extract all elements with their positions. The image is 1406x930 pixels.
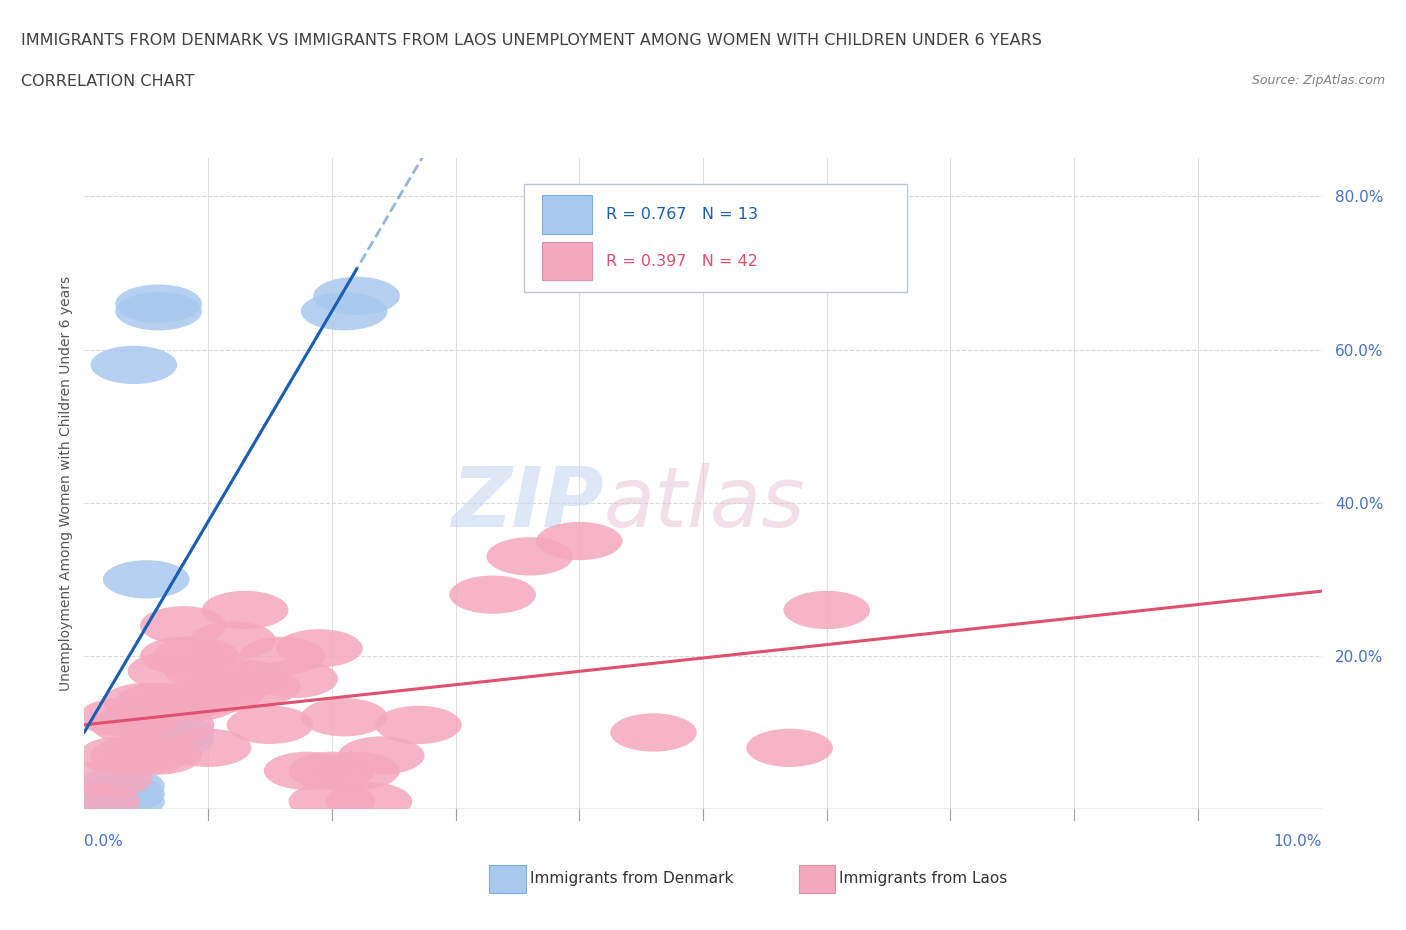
Ellipse shape <box>103 560 190 599</box>
FancyBboxPatch shape <box>523 184 907 292</box>
Ellipse shape <box>90 737 177 775</box>
Text: R = 0.767   N = 13: R = 0.767 N = 13 <box>606 207 758 222</box>
Ellipse shape <box>252 659 337 698</box>
Ellipse shape <box>165 729 252 767</box>
Ellipse shape <box>141 606 226 644</box>
Text: 0.0%: 0.0% <box>84 834 124 849</box>
Ellipse shape <box>79 775 165 813</box>
Ellipse shape <box>747 729 832 767</box>
FancyBboxPatch shape <box>543 242 592 280</box>
Ellipse shape <box>79 767 165 805</box>
Ellipse shape <box>128 652 214 690</box>
Ellipse shape <box>128 713 214 751</box>
Ellipse shape <box>90 346 177 384</box>
Ellipse shape <box>115 285 202 323</box>
Ellipse shape <box>103 698 190 737</box>
Ellipse shape <box>177 675 264 713</box>
Ellipse shape <box>103 737 190 775</box>
Ellipse shape <box>115 683 202 721</box>
Ellipse shape <box>239 637 326 675</box>
Ellipse shape <box>337 737 425 775</box>
Ellipse shape <box>783 591 870 629</box>
Ellipse shape <box>276 629 363 668</box>
Text: R = 0.397   N = 42: R = 0.397 N = 42 <box>606 254 758 269</box>
Ellipse shape <box>264 751 350 790</box>
FancyBboxPatch shape <box>543 195 592 233</box>
Ellipse shape <box>202 659 288 698</box>
Ellipse shape <box>202 591 288 629</box>
Text: 10.0%: 10.0% <box>1274 834 1322 849</box>
Ellipse shape <box>66 759 152 798</box>
Text: IMMIGRANTS FROM DENMARK VS IMMIGRANTS FROM LAOS UNEMPLOYMENT AMONG WOMEN WITH CH: IMMIGRANTS FROM DENMARK VS IMMIGRANTS FR… <box>21 33 1042 47</box>
Ellipse shape <box>486 538 574 576</box>
Ellipse shape <box>115 292 202 330</box>
Ellipse shape <box>128 706 214 744</box>
Ellipse shape <box>115 737 202 775</box>
Ellipse shape <box>326 782 412 820</box>
Ellipse shape <box>226 706 314 744</box>
Ellipse shape <box>610 713 697 751</box>
Ellipse shape <box>79 737 165 775</box>
Ellipse shape <box>141 637 226 675</box>
Text: Source: ZipAtlas.com: Source: ZipAtlas.com <box>1251 74 1385 87</box>
Text: atlas: atlas <box>605 462 806 544</box>
Ellipse shape <box>165 652 252 690</box>
Ellipse shape <box>214 668 301 706</box>
Ellipse shape <box>375 706 461 744</box>
Ellipse shape <box>536 522 623 560</box>
Ellipse shape <box>79 782 165 820</box>
Ellipse shape <box>314 751 399 790</box>
Ellipse shape <box>152 683 239 721</box>
Ellipse shape <box>53 782 141 820</box>
Text: CORRELATION CHART: CORRELATION CHART <box>21 74 194 89</box>
Ellipse shape <box>301 292 388 330</box>
Ellipse shape <box>314 277 399 315</box>
Ellipse shape <box>103 683 190 721</box>
Ellipse shape <box>66 782 152 820</box>
Ellipse shape <box>152 637 239 675</box>
Ellipse shape <box>141 683 226 721</box>
Y-axis label: Unemployment Among Women with Children Under 6 years: Unemployment Among Women with Children U… <box>59 276 73 691</box>
Text: Immigrants from Denmark: Immigrants from Denmark <box>530 871 734 886</box>
Ellipse shape <box>450 576 536 614</box>
Text: Immigrants from Laos: Immigrants from Laos <box>839 871 1008 886</box>
Ellipse shape <box>128 721 214 759</box>
Ellipse shape <box>288 782 375 820</box>
Ellipse shape <box>190 621 276 659</box>
Ellipse shape <box>79 698 165 737</box>
Ellipse shape <box>288 751 375 790</box>
Ellipse shape <box>301 698 388 737</box>
Ellipse shape <box>90 706 177 744</box>
Text: ZIP: ZIP <box>451 462 605 544</box>
